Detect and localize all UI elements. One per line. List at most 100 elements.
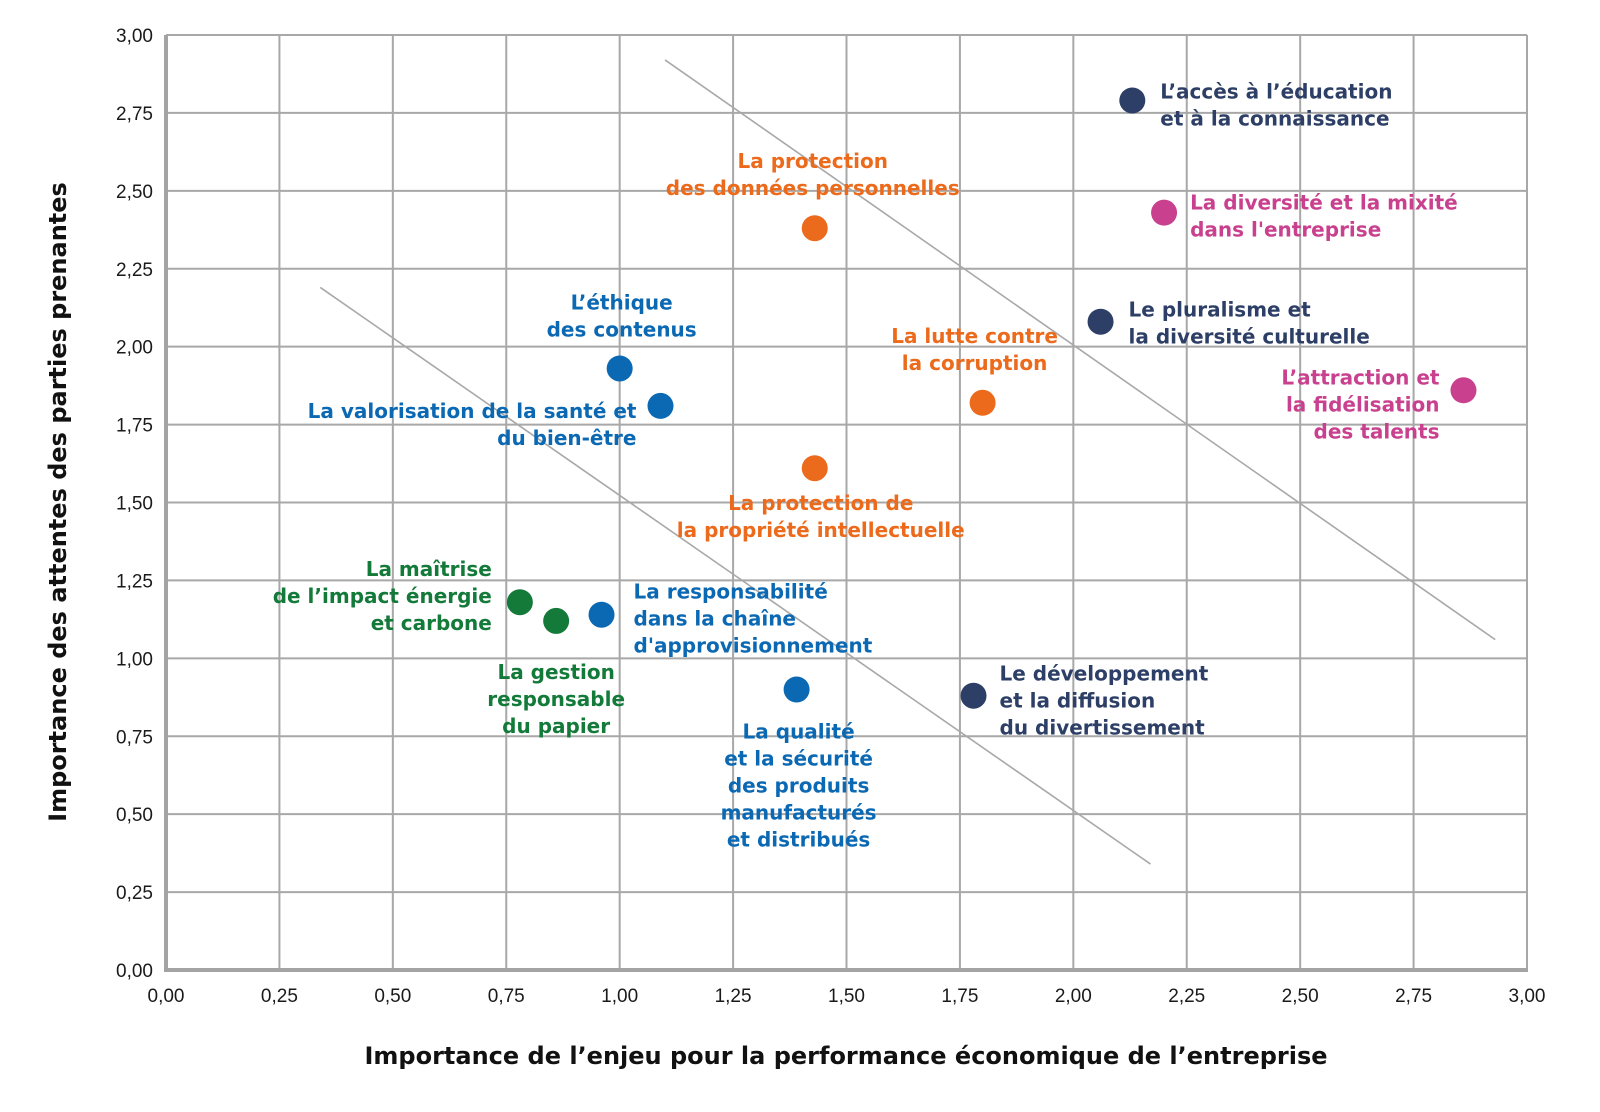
data-point-divertissement — [960, 682, 987, 709]
point-label-sante-bien-etre: La valorisation de la santé et du bien-êt… — [308, 399, 637, 450]
point-label-line: du divertissement — [1000, 716, 1206, 740]
y-tick-label: 0,00 — [116, 961, 153, 982]
data-point-chaine-approvisionnement — [588, 601, 615, 628]
point-label-line: dans l'entreprise — [1190, 218, 1381, 242]
data-point-attraction-talents — [1450, 377, 1477, 404]
threshold-line — [664, 59, 1496, 641]
point-label-line: des données personnelles — [666, 176, 960, 200]
point-label-line: la corruption — [902, 351, 1048, 375]
point-label-line: la fidélisation — [1286, 392, 1440, 416]
point-label-line: La qualité — [743, 720, 855, 744]
point-labels: L’accès à l’éducation et à la connaissanc… — [273, 79, 1458, 851]
x-tick-label: 2,50 — [1282, 986, 1319, 1007]
data-point-corruption — [969, 389, 996, 416]
y-tick-label: 2,25 — [116, 260, 153, 281]
data-point-gestion-papier — [543, 607, 570, 634]
point-label-line: et la diffusion — [1000, 689, 1156, 713]
x-tick-label: 2,75 — [1395, 986, 1432, 1007]
point-label-line: des contenus — [547, 317, 697, 341]
point-label-line: et distribués — [727, 828, 870, 852]
point-label-line: la propriété intellectuelle — [677, 518, 965, 542]
y-axis-ticks: 0,00 0,25 0,50 0,75 1,00 1,25 1,50 1,75 2,00 2,25… — [116, 26, 153, 982]
x-tick-label: 3,00 — [1509, 986, 1546, 1007]
point-label-chaine-approvisionnement: La responsabilité dans la chaîne d'approvi… — [634, 580, 873, 658]
point-label-line: L’éthique — [571, 290, 673, 314]
x-tick-label: 0,50 — [374, 986, 411, 1007]
threshold-line — [319, 286, 1151, 865]
x-tick-label: 2,25 — [1168, 986, 1205, 1007]
point-label-line: et à la connaissance — [1160, 106, 1389, 130]
x-axis-title: Importance de l’enjeu pour la performanc… — [364, 1042, 1327, 1070]
data-point-energie-carbone — [506, 589, 533, 616]
x-tick-label: 0,00 — [148, 986, 185, 1007]
x-axis-ticks: 0,00 0,25 0,50 0,75 1,00 1,25 1,50 1,75 2,00 2,25… — [148, 986, 1546, 1007]
x-tick-label: 0,75 — [488, 986, 525, 1007]
point-label-gestion-papier: La gestion responsable du papier — [487, 660, 625, 738]
point-label-line: et carbone — [371, 611, 492, 635]
point-label-propriete-intellectuelle: La protection de la propriété intellectue… — [677, 491, 965, 542]
x-tick-label: 1,25 — [715, 986, 752, 1007]
point-label-line: La diversité et la mixité — [1190, 191, 1458, 215]
y-tick-label: 1,25 — [116, 571, 153, 592]
point-label-ethique-contenus: L’éthique des contenus — [547, 290, 697, 341]
point-label-line: L’accès à l’éducation — [1160, 79, 1392, 103]
y-tick-label: 0,75 — [116, 727, 153, 748]
point-label-line: des produits — [728, 774, 870, 798]
point-label-line: et la sécurité — [724, 747, 873, 771]
point-label-qualite-securite: La qualité et la sécurité des produits manu… — [721, 720, 877, 852]
x-tick-label: 2,00 — [1055, 986, 1092, 1007]
point-label-corruption: La lutte contre la corruption — [891, 324, 1058, 375]
point-label-line: la diversité culturelle — [1129, 325, 1370, 349]
axes — [164, 35, 1528, 972]
x-tick-label: 1,50 — [828, 986, 865, 1007]
threshold-lines — [319, 59, 1496, 865]
y-tick-label: 2,00 — [116, 338, 153, 359]
data-point-donnees-personnelles — [801, 215, 828, 242]
data-point-education — [1119, 87, 1146, 114]
point-label-line: La valorisation de la santé et — [308, 399, 637, 423]
y-tick-label: 1,50 — [116, 494, 153, 515]
y-tick-label: 2,50 — [116, 182, 153, 203]
point-label-line: La protection — [737, 149, 888, 173]
y-tick-label: 0,50 — [116, 805, 153, 826]
point-label-line: La gestion — [497, 660, 614, 684]
point-label-energie-carbone: La maîtrise de l’impact énergie et carbone — [273, 557, 492, 635]
point-label-line: manufacturés — [721, 801, 877, 825]
point-label-line: des talents — [1314, 419, 1440, 443]
point-label-line: L’attraction et — [1281, 365, 1439, 389]
x-tick-label: 0,25 — [261, 986, 298, 1007]
point-label-line: dans la chaîne — [634, 607, 796, 631]
data-points — [506, 87, 1477, 709]
data-point-sante-bien-etre — [647, 392, 674, 419]
point-label-line: du papier — [502, 714, 610, 738]
point-label-line: de l’impact énergie — [273, 584, 492, 608]
point-label-line: d'approvisionnement — [634, 634, 873, 658]
data-point-propriete-intellectuelle — [801, 455, 828, 482]
point-label-education: L’accès à l’éducation et à la connaissanc… — [1160, 79, 1392, 130]
data-point-ethique-contenus — [606, 355, 633, 382]
point-label-line: Le développement — [1000, 662, 1209, 686]
point-label-donnees-personnelles: La protection des données personnelles — [666, 149, 960, 200]
y-tick-label: 0,25 — [116, 883, 153, 904]
point-label-line: responsable — [487, 687, 625, 711]
data-point-diversite-mixite — [1151, 199, 1178, 226]
x-tick-label: 1,00 — [601, 986, 638, 1007]
point-label-pluralisme: Le pluralisme et la diversité culturelle — [1129, 298, 1370, 349]
y-tick-label: 2,75 — [116, 104, 153, 125]
data-point-qualite-securite — [783, 676, 810, 703]
data-point-pluralisme — [1087, 308, 1114, 335]
point-label-line: La responsabilité — [634, 580, 828, 604]
point-label-diversite-mixite: La diversité et la mixité dans l'entrepri… — [1190, 191, 1458, 242]
point-label-line: La maîtrise — [366, 557, 492, 581]
point-label-attraction-talents: L’attraction et la fidélisation des talent… — [1281, 365, 1439, 443]
y-tick-label: 3,00 — [116, 26, 153, 47]
y-tick-label: 1,75 — [116, 416, 153, 437]
point-label-line: La protection de — [728, 491, 913, 515]
point-label-line: La lutte contre — [891, 324, 1058, 348]
point-label-line: du bien-être — [497, 426, 636, 450]
point-label-divertissement: Le développement et la diffusion du divert… — [1000, 662, 1209, 740]
x-tick-label: 1,75 — [941, 986, 978, 1007]
y-axis-title: Importance des attentes des parties pren… — [44, 182, 72, 822]
point-label-line: Le pluralisme et — [1129, 298, 1312, 322]
